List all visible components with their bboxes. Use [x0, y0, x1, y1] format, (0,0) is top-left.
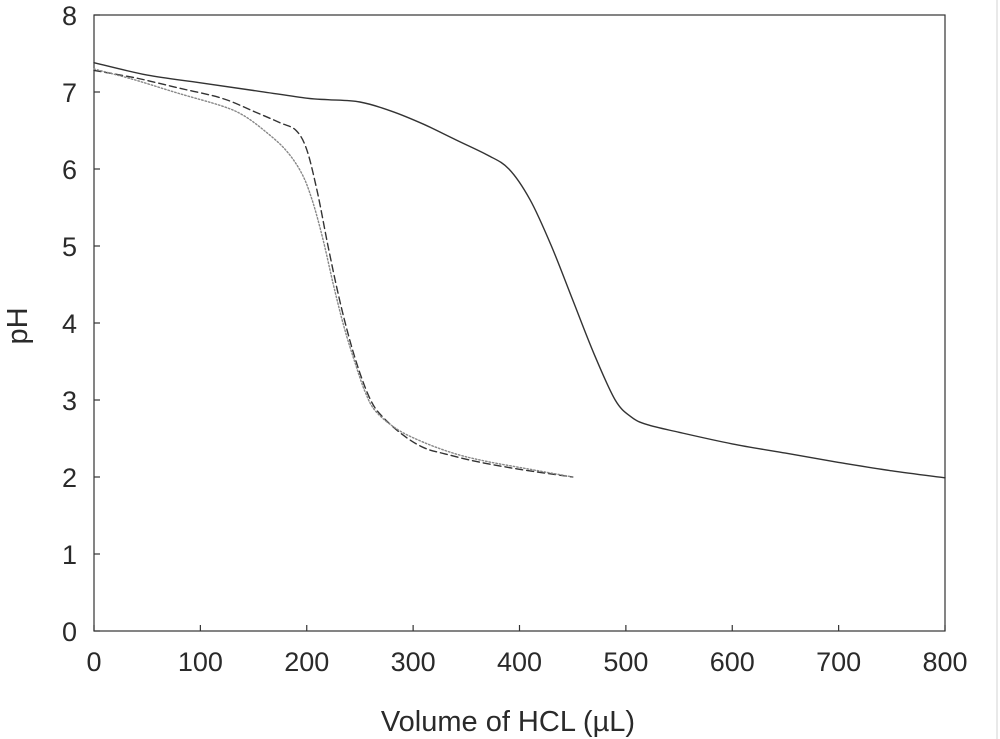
y-tick-label: 7 [62, 78, 77, 108]
plot-frame [93, 14, 946, 632]
y-tick-label: 2 [62, 463, 77, 493]
x-tick-label: 600 [710, 647, 755, 677]
y-axis-title: pH [2, 307, 34, 344]
y-tick-label: 5 [62, 232, 77, 262]
x-tick-label: 400 [497, 647, 542, 677]
series-line-dotted [93, 68, 574, 478]
y-tick-label: 1 [62, 540, 77, 570]
x-axis-title: Volume of HCL (µL) [381, 706, 635, 738]
y-tick-label: 8 [62, 1, 77, 31]
series-line-solid [93, 62, 946, 479]
x-tick-label: 500 [603, 647, 648, 677]
x-tick-label: 800 [922, 647, 967, 677]
x-tick-label: 0 [86, 647, 101, 677]
x-tick-label: 100 [178, 647, 223, 677]
series-line-dashed [93, 69, 574, 478]
y-tick-label: 6 [62, 155, 77, 185]
right-edge-border [996, 0, 998, 739]
y-tick-label: 0 [62, 617, 77, 647]
x-tick-label: 200 [284, 647, 329, 677]
x-tick-label: 300 [391, 647, 436, 677]
y-tick-label: 3 [62, 386, 77, 416]
y-tick-label: 4 [62, 309, 77, 339]
x-axis: 0 100 200 300 400 500 600 700 800 [86, 625, 968, 677]
series-lines [93, 62, 946, 479]
x-tick-label: 700 [816, 647, 861, 677]
y-axis: 0 1 2 3 4 5 6 7 8 [62, 1, 100, 647]
